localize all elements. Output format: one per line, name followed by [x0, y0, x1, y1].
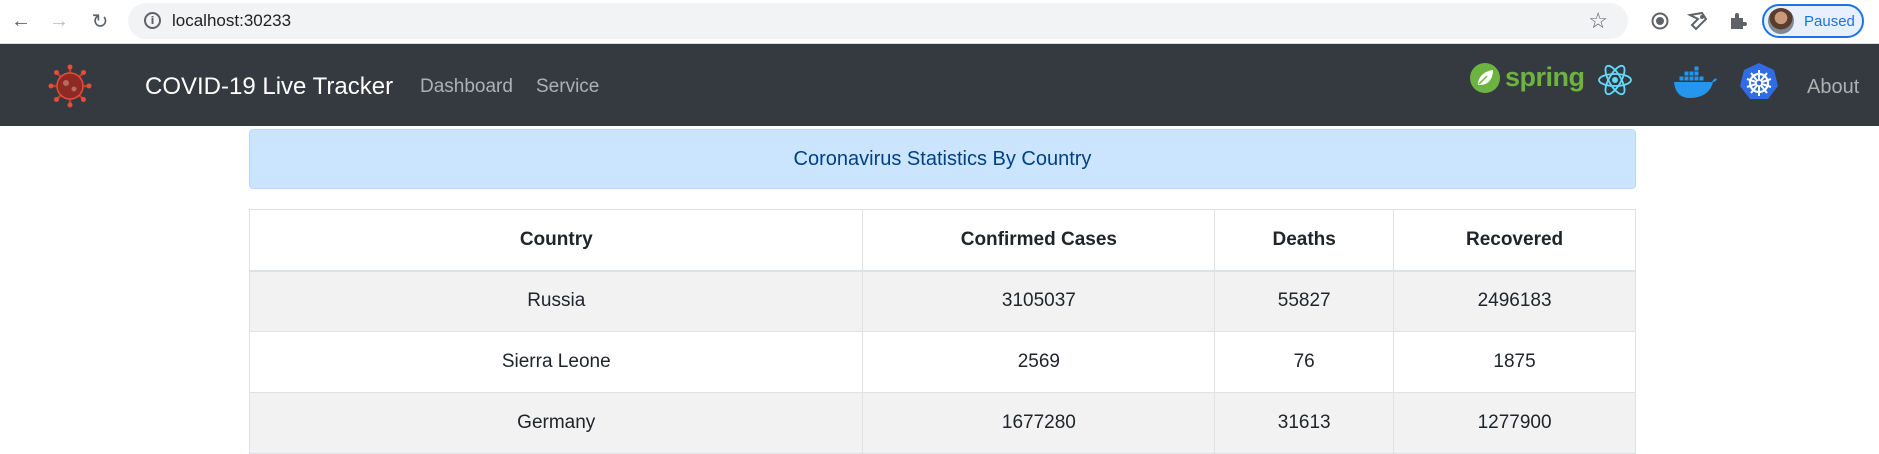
extensions-puzzle-icon[interactable]	[1726, 9, 1750, 33]
cell-deaths: 76	[1214, 331, 1395, 393]
cell-country: Russia	[248, 270, 864, 332]
spring-leaf-icon	[1470, 62, 1500, 93]
table-row: Germany 1677280 31613 1277900	[248, 392, 1636, 454]
cell-deaths: 31613	[1214, 392, 1395, 454]
back-arrow-icon[interactable]: ←	[11, 9, 31, 32]
cell-confirmed: 1677280	[862, 392, 1216, 454]
table-row: Sierra Leone 2569 76 1875	[248, 331, 1636, 393]
page-heading-alert: Coronavirus Statistics By Country	[249, 129, 1636, 189]
cell-recovered: 1875	[1393, 331, 1636, 393]
app-navbar: COVID-19 Live Tracker Dashboard Service …	[0, 44, 1879, 126]
virus-logo-icon[interactable]	[48, 64, 92, 108]
cell-confirmed: 3105037	[862, 270, 1216, 332]
nav-link-dashboard[interactable]: Dashboard	[420, 76, 513, 97]
column-header-deaths: Deaths	[1214, 209, 1395, 272]
table-header-row: Country Confirmed Cases Deaths Recovered	[248, 209, 1636, 272]
reload-icon[interactable]: ↻	[91, 10, 109, 33]
browser-toolbar: ← → ↻ i localhost:30233 ☆ Paused	[0, 0, 1879, 44]
profile-button[interactable]: Paused	[1762, 4, 1864, 38]
column-header-recovered: Recovered	[1393, 209, 1636, 272]
bookmark-star-icon[interactable]: ☆	[1588, 8, 1608, 33]
cell-recovered: 1277900	[1393, 392, 1636, 454]
address-bar[interactable]: i localhost:30233 ☆	[128, 3, 1628, 39]
avatar	[1768, 8, 1794, 34]
docker-icon	[1674, 66, 1717, 98]
nav-link-service[interactable]: Service	[536, 76, 600, 97]
cell-country: Germany	[248, 392, 864, 454]
app-title[interactable]: COVID-19 Live Tracker	[145, 73, 394, 100]
table-row: Russia 3105037 55827 2496183	[248, 270, 1636, 332]
cell-confirmed: 2569	[862, 331, 1216, 393]
forward-arrow-icon[interactable]: →	[49, 9, 69, 32]
site-info-icon[interactable]: i	[144, 12, 161, 29]
profile-status: Paused	[1804, 12, 1855, 30]
react-icon	[1598, 64, 1632, 96]
url-text: localhost:30233	[172, 11, 292, 30]
page-heading: Coronavirus Statistics By Country	[793, 147, 1092, 170]
column-header-country: Country	[248, 209, 864, 272]
extension-tool-icon[interactable]	[1686, 9, 1710, 33]
country-stats-table: Country Confirmed Cases Deaths Recovered…	[248, 209, 1636, 454]
kubernetes-icon	[1740, 63, 1778, 99]
spring-label: spring	[1505, 62, 1585, 92]
spring-icon: spring	[1470, 62, 1585, 93]
extension-circle-icon[interactable]	[1648, 9, 1672, 33]
cell-recovered: 2496183	[1393, 270, 1636, 332]
cell-deaths: 55827	[1214, 270, 1395, 332]
column-header-confirmed: Confirmed Cases	[862, 209, 1216, 272]
nav-link-about[interactable]: About	[1807, 76, 1860, 98]
cell-country: Sierra Leone	[248, 331, 864, 393]
